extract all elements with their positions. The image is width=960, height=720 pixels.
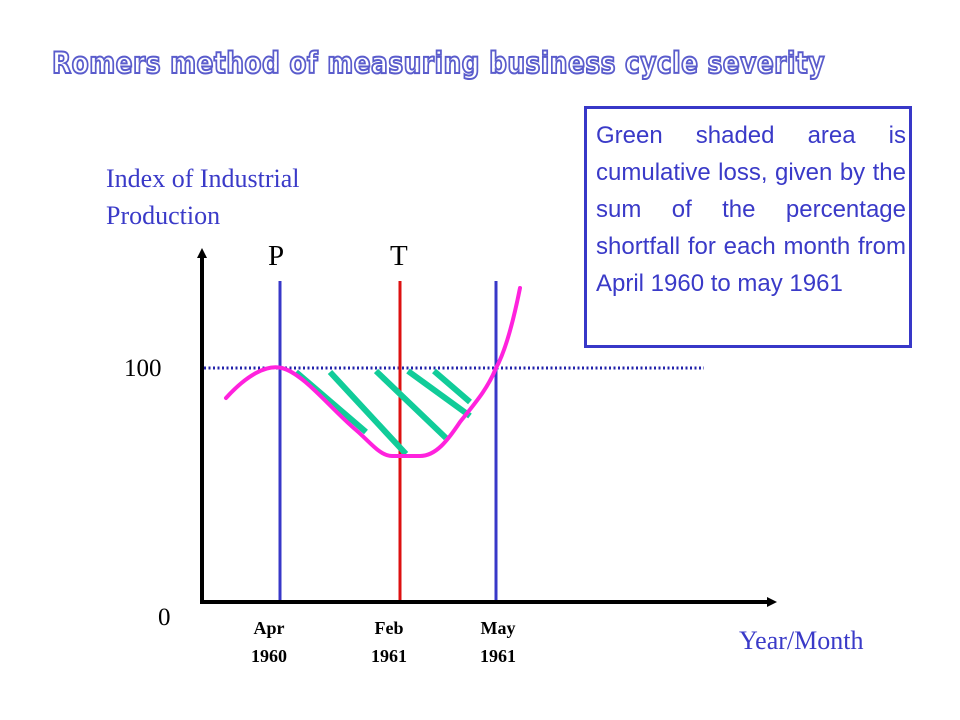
shading-stroke	[406, 368, 472, 419]
date-may-1961-month: May	[480, 618, 516, 638]
date-feb-1961-year: 1961	[371, 646, 407, 666]
peak-marker: P	[268, 240, 285, 272]
shading-stroke	[432, 368, 472, 405]
x-axis-label: Year/Month	[739, 626, 864, 655]
production-curve	[224, 286, 522, 458]
y-tick-0: 0	[158, 604, 171, 631]
note-box: Green shaded area is cumulative loss, gi…	[584, 106, 912, 348]
date-feb-1961: Feb 1961	[349, 614, 429, 670]
shading-stroke	[373, 368, 449, 441]
y-tick-100: 100	[124, 355, 162, 382]
shading-stroke	[327, 369, 409, 457]
date-apr-1960-year: 1960	[251, 646, 287, 666]
trough-marker: T	[390, 240, 408, 272]
date-may-1961-year: 1961	[480, 646, 516, 666]
note-text: Green shaded area is cumulative loss, gi…	[596, 122, 906, 297]
date-may-1961: May 1961	[458, 614, 538, 670]
y-axis-label: Index of Industrial Production	[106, 164, 300, 230]
date-apr-1960: Apr 1960	[229, 614, 309, 670]
slide-title: Romers method of measuring business cycl…	[51, 45, 825, 81]
date-feb-1961-month: Feb	[374, 618, 404, 638]
date-apr-1960-month: Apr	[253, 618, 285, 638]
